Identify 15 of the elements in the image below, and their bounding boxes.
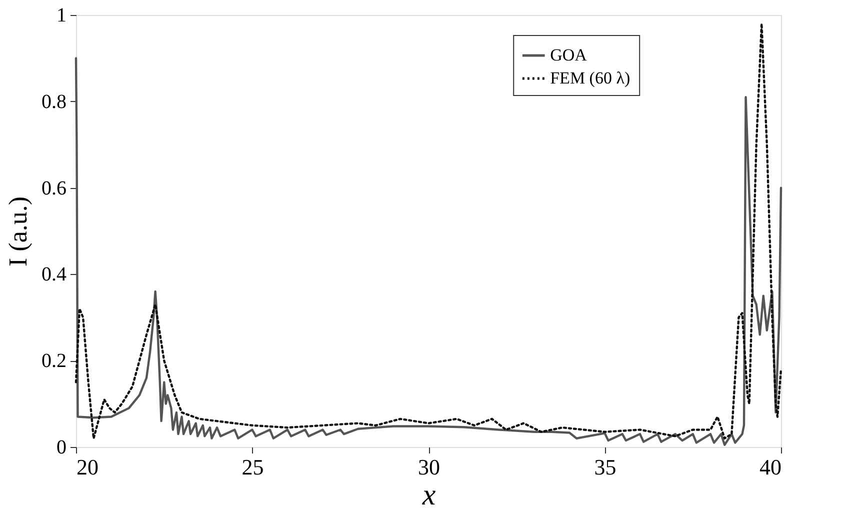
y-tick-label: 0.8 xyxy=(42,90,66,113)
x-tick-label: 25 xyxy=(242,454,264,480)
y-tick-label: 0.4 xyxy=(42,264,66,286)
legend-label: GOA xyxy=(550,46,588,64)
x-tick-label: 40 xyxy=(760,454,782,480)
y-tick-label: 1 xyxy=(56,4,66,26)
x-tick-label: 30 xyxy=(418,454,440,480)
y-tick-label: 0.6 xyxy=(42,177,66,200)
y-axis-title: I (a.u.) xyxy=(4,196,32,267)
y-tick-label: 0.2 xyxy=(42,350,66,372)
x-axis-title: x xyxy=(421,478,436,508)
x-tick-label: 35 xyxy=(594,454,616,480)
x-tick-label: 20 xyxy=(76,454,98,480)
legend-label: FEM (60 λ) xyxy=(550,68,630,88)
y-tick-label: 0 xyxy=(56,436,66,458)
